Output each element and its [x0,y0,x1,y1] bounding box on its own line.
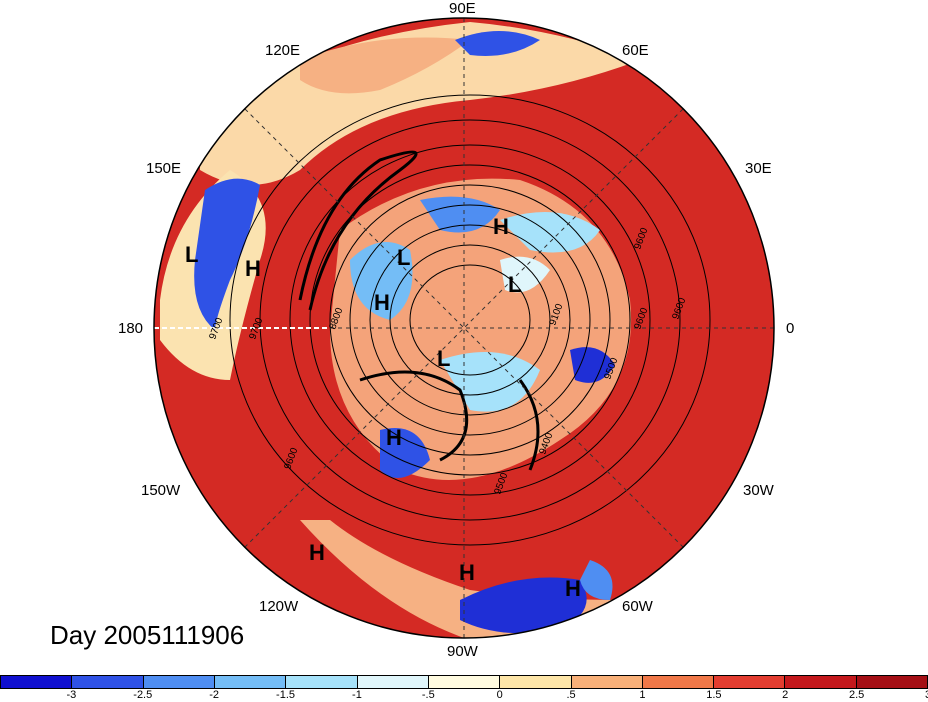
polar-map: 9700 9700 88009600910096009500960094009500… [153,17,775,639]
pressure-center-high: H [374,290,390,315]
lon-label-60e: 60E [622,42,649,59]
colorbar-tick-label: -1.5 [276,689,296,701]
colorbar-tick-label: 0 [496,689,503,701]
colorbar-segment [428,676,501,688]
colorbar-tick-label: -2.5 [133,689,153,701]
colorbar-tick-label: 2.5 [848,689,865,701]
colorbar-tick-label: .5 [566,689,576,701]
colorbar-tick-label: 3 [925,689,928,701]
colorbar-tick-label: 2 [782,689,789,701]
colorbar-segment [214,676,287,688]
pressure-center-high: H [386,425,402,450]
colorbar-segment [357,676,429,688]
colorbar-segment [143,676,215,688]
colorbar-tick-label: -1 [352,689,362,701]
colorbar-segment [1,676,73,688]
lon-label-60w: 60W [622,598,653,615]
lon-label-180: 180 [118,320,144,337]
pressure-center-high: H [493,214,509,239]
lon-label-150e: 150E [146,160,182,177]
pressure-center-high: H [309,540,325,565]
colorbar-segment [500,676,572,688]
colorbar-segment [571,676,643,688]
colorbar-segment [856,676,928,688]
lon-label-150w: 150W [141,482,181,499]
lon-label-0: 0 [786,320,795,337]
lon-label-30e: 30E [745,160,772,177]
lon-label-120w: 120W [259,598,299,615]
colorbar-tick-label: -3 [66,689,77,701]
pressure-center-low: L [185,242,199,267]
lon-label-90w: 90W [447,643,478,660]
colorbar-tick-label: -.5 [421,689,435,701]
lon-label-120e: 120E [265,42,301,59]
pressure-center-low: L [508,272,522,297]
colorbar-segment [72,676,144,688]
pressure-center-high: H [459,560,475,585]
pressure-center-high: H [565,576,581,601]
lon-label-30w: 30W [743,482,774,499]
colorbar-tick-label: 1.5 [706,689,722,701]
colorbar-segment [785,676,857,688]
pressure-center-high: H [245,256,261,281]
colorbar-tick-label: 1 [639,689,646,701]
colorbar-tick-label: -2 [209,689,220,701]
colorbar-segment [286,676,358,688]
colorbar-segment [714,676,786,688]
pressure-center-low: L [397,245,411,270]
colorbar [0,675,928,689]
pressure-center-low: L [437,346,451,371]
map-title: Day 2005111906 [50,620,245,650]
lon-label-90e: 90E [449,0,476,17]
colorbar-segment [642,676,715,688]
